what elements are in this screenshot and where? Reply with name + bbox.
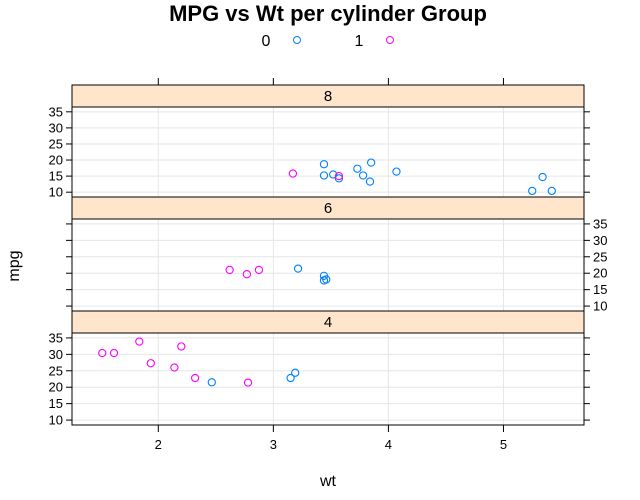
y-tick-label: 20 — [593, 266, 607, 281]
data-point — [225, 265, 234, 275]
panel-6: 6 — [71, 196, 585, 312]
data-point — [98, 348, 107, 358]
strip-label-4: 4 — [324, 314, 332, 331]
y-tick-label: 35 — [49, 330, 63, 345]
strip-label-8: 8 — [324, 88, 332, 105]
data-point — [146, 359, 155, 368]
y-tick-label: 10 — [49, 185, 63, 200]
y-tick-label: 25 — [49, 136, 63, 151]
data-point — [242, 270, 252, 279]
data-point — [207, 378, 216, 387]
data-point — [319, 160, 329, 169]
data-point — [288, 169, 298, 178]
data-point — [254, 265, 264, 275]
data-point — [319, 271, 329, 280]
panel-border-4 — [71, 310, 585, 426]
panel-4: 4 — [71, 310, 585, 426]
data-point — [353, 164, 362, 173]
x-tick-label: 5 — [500, 437, 507, 452]
y-tick-label: 15 — [49, 396, 63, 411]
data-point — [286, 373, 295, 383]
chart-title: MPG vs Wt per cylinder Group — [169, 1, 487, 26]
data-point — [528, 186, 537, 196]
data-point — [547, 186, 556, 196]
data-point — [319, 276, 329, 285]
data-point — [329, 170, 338, 179]
panels: 8 6 4 — [71, 84, 585, 426]
y-tick-label: 20 — [49, 380, 63, 395]
legend-label-1: 1 — [355, 33, 364, 50]
y-tick-label: 35 — [593, 216, 607, 231]
y-tick-label: 25 — [49, 363, 63, 378]
legend-marker-1 — [386, 36, 394, 44]
y-tick-label: 10 — [593, 299, 607, 314]
y-tick-label: 15 — [593, 282, 607, 297]
data-point — [291, 368, 300, 377]
y-axis-label: mpg — [6, 250, 23, 281]
strip-label-6: 6 — [324, 200, 332, 217]
y-tick-label: 30 — [593, 233, 607, 248]
y-tick-label: 25 — [593, 249, 607, 264]
data-point — [319, 171, 329, 180]
x-axis-label: wt — [319, 473, 337, 490]
data-point — [109, 348, 119, 358]
y-tick-label: 15 — [49, 169, 63, 184]
data-point — [538, 172, 547, 182]
y-tick-label: 10 — [49, 413, 63, 428]
data-point — [365, 177, 375, 186]
data-point — [190, 373, 200, 383]
x-tick-label: 2 — [155, 437, 162, 452]
panel-8: 8 — [71, 84, 585, 198]
data-point — [366, 158, 376, 167]
data-point — [293, 264, 303, 273]
y-tick-label: 30 — [49, 120, 63, 135]
data-point — [135, 337, 144, 346]
y-tick-label: 30 — [49, 347, 63, 362]
x-tick-label: 3 — [270, 437, 277, 452]
data-point — [177, 342, 186, 351]
legend-marker-0 — [293, 36, 301, 44]
data-point — [243, 378, 253, 387]
data-point — [334, 174, 344, 183]
y-tick-label: 20 — [49, 153, 63, 168]
data-point — [358, 171, 368, 180]
data-point — [334, 171, 344, 181]
x-tick-label: 4 — [385, 437, 392, 452]
data-point — [392, 167, 401, 176]
legend-label-0: 0 — [262, 33, 271, 50]
data-point — [170, 363, 179, 372]
y-tick-label: 35 — [49, 104, 63, 119]
